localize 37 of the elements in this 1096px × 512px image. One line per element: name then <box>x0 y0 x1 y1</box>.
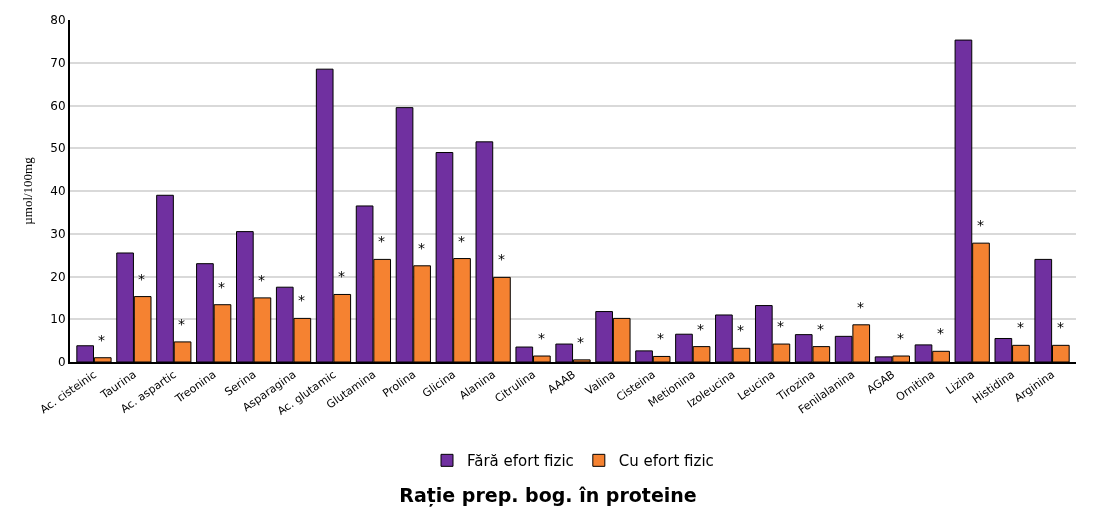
annotation: * <box>538 330 545 346</box>
annotation: * <box>737 322 744 338</box>
annotation: * <box>1057 319 1064 335</box>
annotation: * <box>498 251 505 267</box>
annotation: * <box>577 334 584 350</box>
y-tick-label: 0 <box>57 355 66 370</box>
y-tick-label: 80 <box>50 13 66 28</box>
y-tick-label: 20 <box>50 269 66 284</box>
annotation: * <box>977 217 984 233</box>
annotation: * <box>218 279 225 295</box>
annotation: * <box>458 233 465 249</box>
y-tick-label: 70 <box>50 55 66 70</box>
legend-label: Cu efort fizic <box>618 452 714 471</box>
annotation: * <box>378 233 385 249</box>
annotation: * <box>817 321 824 337</box>
annotation: * <box>697 321 704 337</box>
y-tick-label: 30 <box>50 226 66 241</box>
annotation: * <box>937 325 944 341</box>
annotation: * <box>298 292 305 308</box>
y-tick-label: 60 <box>50 98 66 113</box>
legend-label: Fără efort fizic <box>467 452 574 471</box>
annotation: * <box>138 271 145 287</box>
annotation: * <box>777 318 784 334</box>
annotation: * <box>338 268 345 284</box>
annotation: * <box>178 316 185 332</box>
y-tick-label: 50 <box>50 141 66 156</box>
text: Rație prep. bog. în proteine <box>399 483 697 507</box>
annotation: * <box>258 272 265 288</box>
annotation: * <box>418 240 425 256</box>
y-tick-label: 10 <box>50 312 66 327</box>
y-axis-title: µmol/100mg <box>19 156 35 225</box>
annotation: * <box>897 330 904 346</box>
annotation: * <box>857 299 864 315</box>
annotation: * <box>1017 319 1024 335</box>
annotation: * <box>657 330 664 346</box>
y-tick-label: 40 <box>50 184 66 199</box>
annotation: * <box>98 332 105 348</box>
